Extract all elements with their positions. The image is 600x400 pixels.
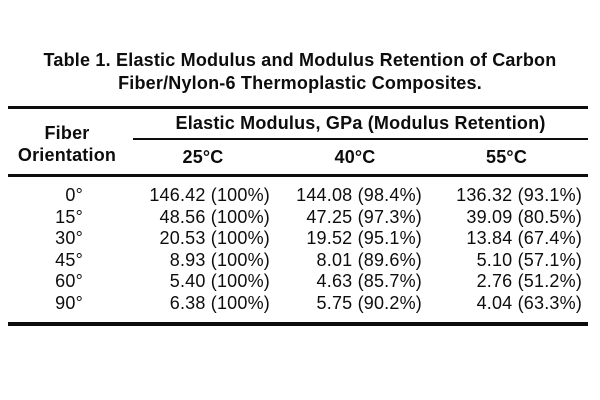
column-header-fiber-orientation: Fiber Orientation (8, 107, 133, 177)
table-row-60deg: 60° 5.40 (100%) 4.63 (85.7%) 2.76 (51.2%… (8, 271, 588, 293)
column-header-25c: 25°C (133, 139, 285, 177)
cell-55c: 39.09 (80.5%) (466, 206, 583, 227)
orientation-label: Orientation (17, 145, 117, 165)
cell-55c: 136.32 (93.1%) (456, 185, 583, 205)
table-caption: Table 1. Elastic Modulus and Modulus Ret… (0, 49, 600, 95)
elastic-modulus-table: Fiber Orientation Elastic Modulus, GPa (… (8, 106, 589, 326)
cell-25c: 20.53 (100%) (159, 228, 270, 248)
cell-40c: 144.08 (98.4%) (296, 185, 422, 205)
cell-55c: 2.76 (51.2%) (476, 271, 583, 291)
span-header-elastic-modulus: Elastic Modulus, GPa (Modulus Retention) (133, 107, 589, 140)
table-caption-line2: Fiber/Nylon-6 Thermoplastic Composites. (118, 73, 482, 93)
cell-orientation: 30° (55, 228, 83, 248)
cell-orientation: 15° (55, 206, 83, 227)
column-header-55c: 55°C (437, 139, 589, 177)
cell-40c: 5.75 (90.2%) (316, 292, 422, 313)
fiber-label: Fiber (44, 123, 90, 143)
table-body: 0° 146.42 (100%) 144.08 (98.4%) 136.32 (… (8, 176, 588, 325)
table-row-90deg: 90° 6.38 (100%) 5.75 (90.2%) 4.04 (63.3%… (8, 293, 588, 325)
cell-55c: 13.84 (67.4%) (466, 228, 583, 248)
table-caption-line1: Table 1. Elastic Modulus and Modulus Ret… (43, 50, 557, 70)
cell-40c: 19.52 (95.1%) (306, 228, 422, 248)
table-row-15deg: 15° 48.56 (100%) 47.25 (97.3%) 39.09 (80… (8, 207, 588, 229)
cell-40c: 47.25 (97.3%) (306, 206, 422, 227)
header-row-span: Fiber Orientation Elastic Modulus, GPa (… (8, 107, 589, 177)
table-row-45deg: 45° 8.93 (100%) 8.01 (89.6%) 5.10 (57.1%… (8, 250, 588, 272)
table-row-30deg: 30° 20.53 (100%) 19.52 (95.1%) 13.84 (67… (8, 228, 588, 250)
table-header: Fiber Orientation Elastic Modulus, GPa (… (8, 107, 589, 177)
cell-25c: 146.42 (100%) (149, 185, 270, 205)
cell-40c: 4.63 (85.7%) (316, 271, 422, 291)
cell-orientation: 90° (55, 292, 83, 313)
table-row-0deg: 0° 146.42 (100%) 144.08 (98.4%) 136.32 (… (8, 176, 588, 207)
cell-25c: 8.93 (100%) (169, 249, 270, 270)
header-row-temperatures: 25°C 40°C 55°C (8, 139, 589, 177)
cell-orientation: 60° (55, 271, 83, 291)
cell-orientation: 45° (55, 249, 83, 270)
cell-25c: 6.38 (100%) (169, 292, 270, 313)
cell-orientation: 0° (65, 185, 83, 205)
cell-40c: 8.01 (89.6%) (316, 249, 422, 270)
cell-55c: 5.10 (57.1%) (476, 249, 583, 270)
cell-25c: 5.40 (100%) (169, 271, 270, 291)
cell-25c: 48.56 (100%) (159, 206, 270, 227)
column-header-40c: 40°C (285, 139, 437, 177)
cell-55c: 4.04 (63.3%) (476, 292, 583, 313)
